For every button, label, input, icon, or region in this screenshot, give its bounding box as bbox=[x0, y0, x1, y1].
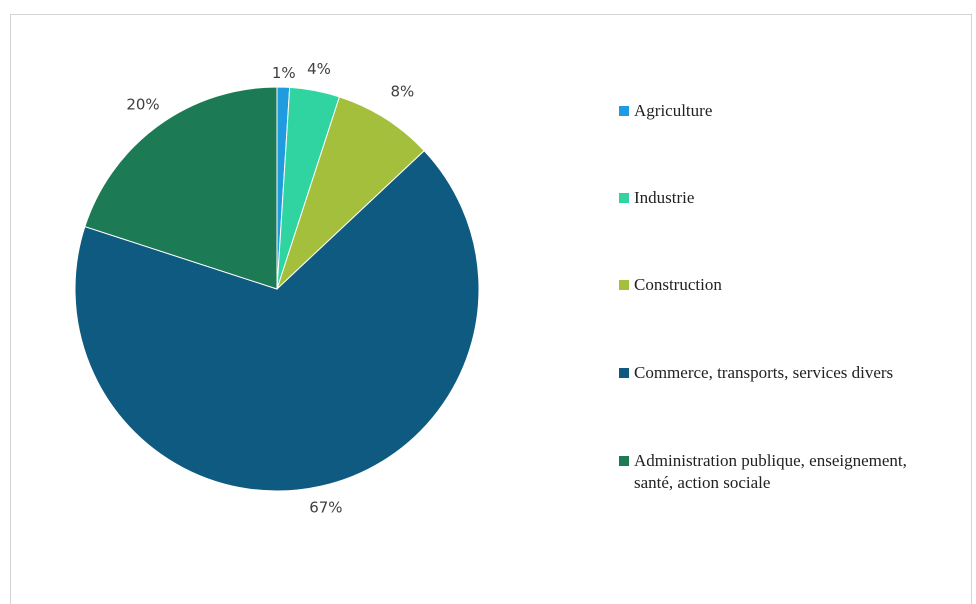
pie-slice-5 bbox=[84, 86, 278, 290]
pie-data-labels: 1% 4% 8% 67% 20% bbox=[126, 60, 414, 517]
legend-item-agriculture: Agriculture bbox=[619, 100, 919, 122]
pie-data-label: 20% bbox=[126, 96, 159, 114]
legend-item-administration: Administration publique, enseignement, s… bbox=[619, 450, 919, 494]
pie-slice-3 bbox=[276, 96, 425, 290]
legend-item-construction: Construction bbox=[619, 274, 919, 296]
pie-slices bbox=[74, 86, 480, 492]
pie-data-label: 1% bbox=[272, 64, 296, 82]
pie-data-label: 8% bbox=[390, 82, 414, 100]
legend-swatch bbox=[619, 456, 629, 466]
legend-label: Commerce, transports, services divers bbox=[634, 363, 894, 382]
pie-data-label: 4% bbox=[307, 60, 331, 78]
legend-swatch bbox=[619, 106, 629, 116]
legend-label: Construction bbox=[634, 275, 722, 294]
legend-item-industrie: Industrie bbox=[619, 187, 919, 209]
pie-slice-4 bbox=[74, 150, 480, 492]
legend-swatch bbox=[619, 368, 629, 378]
legend-label: Agriculture bbox=[634, 101, 713, 120]
legend-label: Industrie bbox=[634, 188, 695, 207]
legend-swatch bbox=[619, 193, 629, 203]
legend-label: Administration publique, enseignement, s… bbox=[634, 451, 907, 492]
legend-item-commerce: Commerce, transports, services divers bbox=[619, 362, 919, 384]
pie-data-label: 67% bbox=[309, 499, 342, 517]
legend-swatch bbox=[619, 280, 629, 290]
chart-frame bbox=[10, 14, 972, 604]
